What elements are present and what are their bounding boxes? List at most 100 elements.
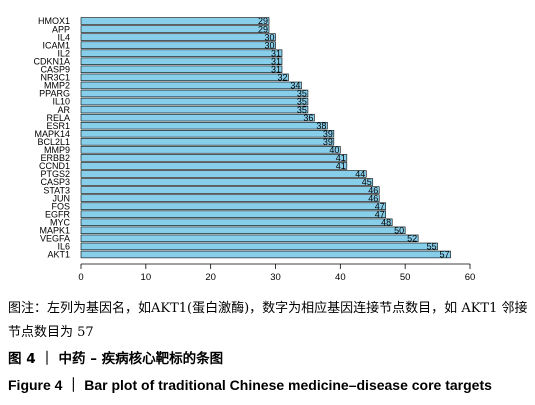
- value-label: 35: [297, 105, 307, 115]
- value-label: 50: [394, 226, 404, 236]
- category-label: HMOX1: [38, 16, 70, 26]
- value-label: 46: [368, 193, 378, 203]
- bar-IL6: [80, 242, 438, 251]
- value-label: 52: [407, 234, 417, 244]
- bar-MAPK14: [80, 130, 335, 138]
- x-tick-label: 10: [141, 272, 152, 283]
- bar-EGFR: [80, 210, 387, 218]
- category-label: IL4: [57, 32, 70, 42]
- bar-IL2: [80, 49, 283, 57]
- bar-IL4: [80, 33, 276, 41]
- value-label: 30: [264, 32, 274, 42]
- value-label: 34: [290, 81, 300, 91]
- bar-PPARG: [80, 89, 309, 98]
- value-label: 47: [375, 209, 385, 219]
- value-label: 40: [329, 145, 339, 155]
- value-label: 29: [258, 24, 268, 34]
- category-label: CDKN1A: [33, 56, 70, 66]
- x-tick-label: 50: [400, 272, 411, 283]
- category-label: PPARG: [39, 89, 70, 99]
- x-tick-label: 30: [270, 272, 281, 283]
- category-label: IL6: [57, 242, 70, 252]
- value-label: 44: [355, 169, 365, 179]
- value-label: 31: [271, 65, 281, 75]
- x-tick-label: 60: [465, 272, 476, 283]
- x-tick-label: 0: [78, 272, 83, 283]
- category-label: MMP2: [44, 81, 70, 91]
- value-label: 36: [303, 113, 313, 123]
- value-label: 47: [375, 201, 385, 211]
- bar-AR: [80, 105, 309, 114]
- category-label: IL2: [57, 48, 70, 58]
- value-label: 35: [297, 89, 307, 99]
- category-label: MAPK1: [39, 226, 70, 236]
- category-label: MYC: [50, 217, 71, 227]
- figure-title-cn: 图 4 ｜ 中药 – 疾病核心靶标的条图: [8, 351, 224, 367]
- bar-MMP9: [80, 146, 341, 154]
- category-label: FOS: [51, 201, 70, 211]
- category-labels-group: HMOX1APPIL4ICAM1IL2CDKN1ACASP9NR3C1MMP2P…: [33, 16, 70, 259]
- bar-MAPK1: [80, 226, 406, 235]
- value-label: 48: [381, 217, 391, 227]
- value-label: 45: [362, 177, 372, 187]
- category-label: STAT3: [43, 185, 70, 195]
- category-label: IL10: [52, 97, 70, 107]
- bar-STAT3: [80, 186, 380, 194]
- category-label: AR: [57, 105, 70, 115]
- category-label: VEGFA: [40, 234, 70, 244]
- bar-CASP3: [80, 178, 374, 186]
- bar-MYC: [80, 218, 393, 226]
- category-label: MMP9: [44, 145, 70, 155]
- value-label: 41: [336, 161, 346, 171]
- bar-AKT1: [80, 250, 451, 259]
- bar-ERBB2: [80, 154, 348, 162]
- category-label: PTGS2: [40, 169, 70, 179]
- value-label: 30: [264, 40, 274, 50]
- category-label: NR3C1: [40, 73, 70, 83]
- value-label: 38: [316, 121, 326, 131]
- bar-NR3C1: [80, 73, 289, 82]
- x-tick-label: 40: [335, 272, 346, 283]
- bar-CASP9: [80, 65, 283, 74]
- value-label: 39: [323, 137, 333, 147]
- category-label: CASP3: [40, 177, 70, 187]
- bar-VEGFA: [80, 234, 419, 243]
- bar-FOS: [80, 202, 387, 210]
- value-label: 55: [427, 242, 437, 252]
- value-label: 41: [336, 153, 346, 163]
- bar-CDKN1A: [80, 57, 283, 65]
- category-label: EGFR: [45, 209, 71, 219]
- category-label: APP: [52, 24, 70, 34]
- value-label: 57: [440, 250, 450, 260]
- category-label: RELA: [46, 113, 70, 123]
- bar-MMP2: [80, 81, 302, 90]
- bar-RELA: [80, 113, 315, 122]
- value-label: 39: [323, 129, 333, 139]
- value-label: 35: [297, 97, 307, 107]
- bar-IL10: [80, 97, 309, 106]
- bar-JUN: [80, 194, 380, 202]
- value-label: 31: [271, 48, 281, 58]
- bar-BCL2L1: [80, 138, 335, 146]
- value-labels-group: 2929303031313132343535353638393940414144…: [258, 16, 450, 259]
- category-label: MAPK14: [34, 129, 70, 139]
- category-label: JUN: [53, 193, 71, 203]
- category-label: CASP9: [40, 65, 70, 75]
- category-label: CCND1: [39, 161, 70, 171]
- bar-HMOX1: [80, 17, 270, 25]
- category-label: ERBB2: [40, 153, 70, 163]
- category-label: ESR1: [46, 121, 70, 131]
- bar-ICAM1: [80, 41, 276, 49]
- bar-CCND1: [80, 162, 348, 170]
- bar-PTGS2: [80, 170, 367, 178]
- bars-group: [80, 17, 451, 259]
- x-axis: 0 10 20 30 40 50 60: [78, 263, 476, 283]
- value-label: 31: [271, 56, 281, 66]
- category-label: AKT1: [47, 250, 70, 260]
- bar-APP: [80, 25, 270, 33]
- value-label: 46: [368, 185, 378, 195]
- value-label: 32: [277, 73, 287, 83]
- x-tick-label: 20: [205, 272, 216, 283]
- category-label: BCL2L1: [37, 137, 70, 147]
- value-label: 29: [258, 16, 268, 26]
